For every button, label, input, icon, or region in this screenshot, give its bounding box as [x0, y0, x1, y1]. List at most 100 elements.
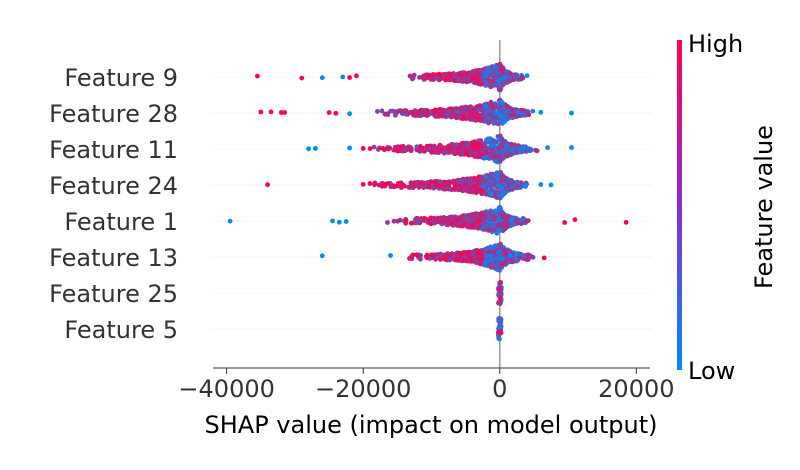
shap-dot [486, 228, 491, 233]
shap-dot [461, 257, 467, 263]
shap-dot [367, 146, 373, 152]
shap-dot [282, 110, 288, 115]
shap-dot [485, 246, 491, 252]
shap-dot [497, 157, 503, 163]
shap-dot [459, 150, 465, 156]
shap-dot [487, 210, 493, 216]
shap-dot [468, 105, 474, 111]
shap-dot [495, 171, 501, 177]
shap-dot [388, 108, 394, 114]
shap-dot [431, 143, 437, 149]
shap-dot [502, 248, 508, 253]
shap-dot [569, 145, 574, 150]
shap-dot [530, 108, 536, 114]
shap-dot [433, 114, 439, 119]
shap-dot [470, 141, 476, 146]
shap-dot [452, 181, 458, 186]
shap-dot [476, 107, 481, 112]
colorbar [677, 40, 682, 370]
feature-label: Feature 24 [49, 172, 178, 200]
shap-dot [420, 111, 426, 117]
shap-dot [430, 73, 435, 79]
shap-dot [505, 222, 510, 228]
shap-dot [520, 145, 526, 151]
shap-dot [396, 148, 402, 154]
shap-dot [347, 145, 352, 151]
shap-dot [479, 180, 484, 186]
shap-dot [497, 324, 502, 330]
shap-dot [447, 179, 453, 185]
shap-dot [493, 208, 498, 214]
shap-dot [511, 112, 516, 118]
shap-dot [525, 109, 531, 114]
x-ticks: −40000 −20000 0 20000 [178, 368, 675, 403]
shap-dot [382, 182, 388, 188]
shap-dot [410, 183, 415, 189]
shap-dot [495, 228, 501, 233]
shap-dot [268, 109, 274, 115]
shap-dot [473, 190, 479, 196]
shap-dot [522, 112, 528, 118]
shap-dot [451, 214, 457, 220]
shap-dot [523, 218, 529, 224]
shap-dot [505, 256, 511, 262]
shap-dot [482, 212, 488, 218]
shap-dot [407, 110, 413, 115]
shap-dot [477, 147, 483, 152]
shap-dot [445, 113, 451, 119]
shap-dot [496, 286, 501, 292]
shap-dot [258, 109, 264, 115]
shap-dot [457, 114, 462, 120]
colorbar-high-label: High [688, 30, 743, 58]
shap-dot [527, 148, 532, 154]
shap-dot [497, 319, 503, 324]
shap-dot [495, 121, 501, 127]
shap-dot [518, 217, 524, 223]
shap-dot [485, 180, 491, 186]
shap-dot [489, 78, 495, 84]
shap-dot [481, 142, 487, 147]
shap-dot [463, 151, 469, 157]
shap-dot [319, 253, 325, 259]
shap-dot [472, 257, 478, 263]
shap-dot [424, 255, 430, 260]
shap-dot [437, 179, 443, 185]
shap-dot [483, 80, 489, 85]
shap-dot [470, 214, 476, 220]
shap-dot [380, 146, 386, 151]
shap-dot [498, 291, 504, 297]
shap-dot [418, 180, 423, 186]
shap-dot [503, 186, 509, 192]
shap-dot [461, 187, 467, 193]
shap-dot [464, 111, 470, 117]
shap-dot [514, 251, 520, 257]
shap-dot [562, 220, 567, 225]
feature-label: Feature 13 [49, 244, 178, 272]
shap-dot [462, 177, 467, 183]
shap-dot [454, 217, 460, 223]
shap-dot [466, 184, 472, 190]
shap-dot [432, 150, 438, 155]
shap-dot [506, 147, 512, 153]
shap-dot [481, 218, 487, 224]
shap-dot [436, 253, 441, 258]
shap-dot [426, 146, 432, 152]
shap-dot [461, 114, 467, 120]
shap-dot [504, 80, 510, 85]
shap-dot [412, 108, 418, 114]
feature-labels: Feature 9 Feature 28 Feature 11 Feature 24 F… [49, 64, 178, 344]
shap-dot [534, 148, 540, 154]
x-tick-label: 0 [492, 375, 507, 403]
shap-dot [499, 136, 505, 142]
shap-dot [437, 148, 442, 154]
shap-dot [402, 148, 408, 154]
shap-dot [391, 147, 397, 153]
shap-dot [454, 142, 459, 148]
shap-dot [488, 191, 494, 197]
shap-dot [340, 74, 346, 80]
shap-dot [502, 74, 508, 80]
shap-dot [336, 219, 342, 225]
shap-dot [414, 144, 420, 150]
shap-dot [482, 74, 488, 79]
